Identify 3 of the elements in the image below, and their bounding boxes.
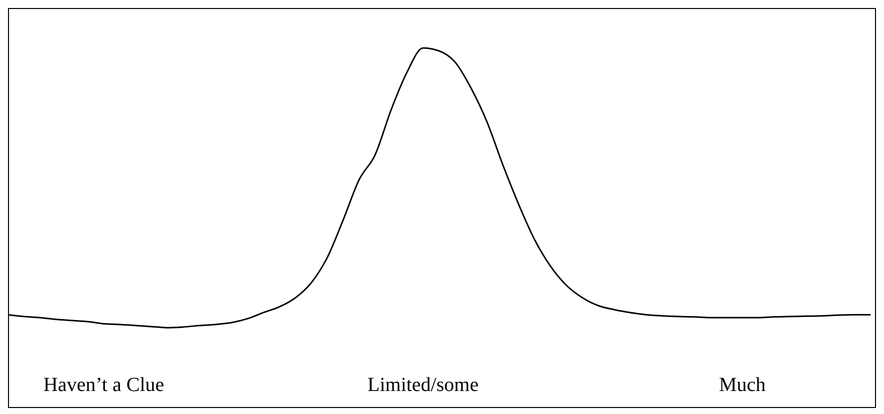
x-tick-label: Much [718, 374, 766, 396]
x-tick-label: Haven’t a Clue [43, 374, 164, 396]
x-tick-label: Limited/some [367, 374, 479, 396]
